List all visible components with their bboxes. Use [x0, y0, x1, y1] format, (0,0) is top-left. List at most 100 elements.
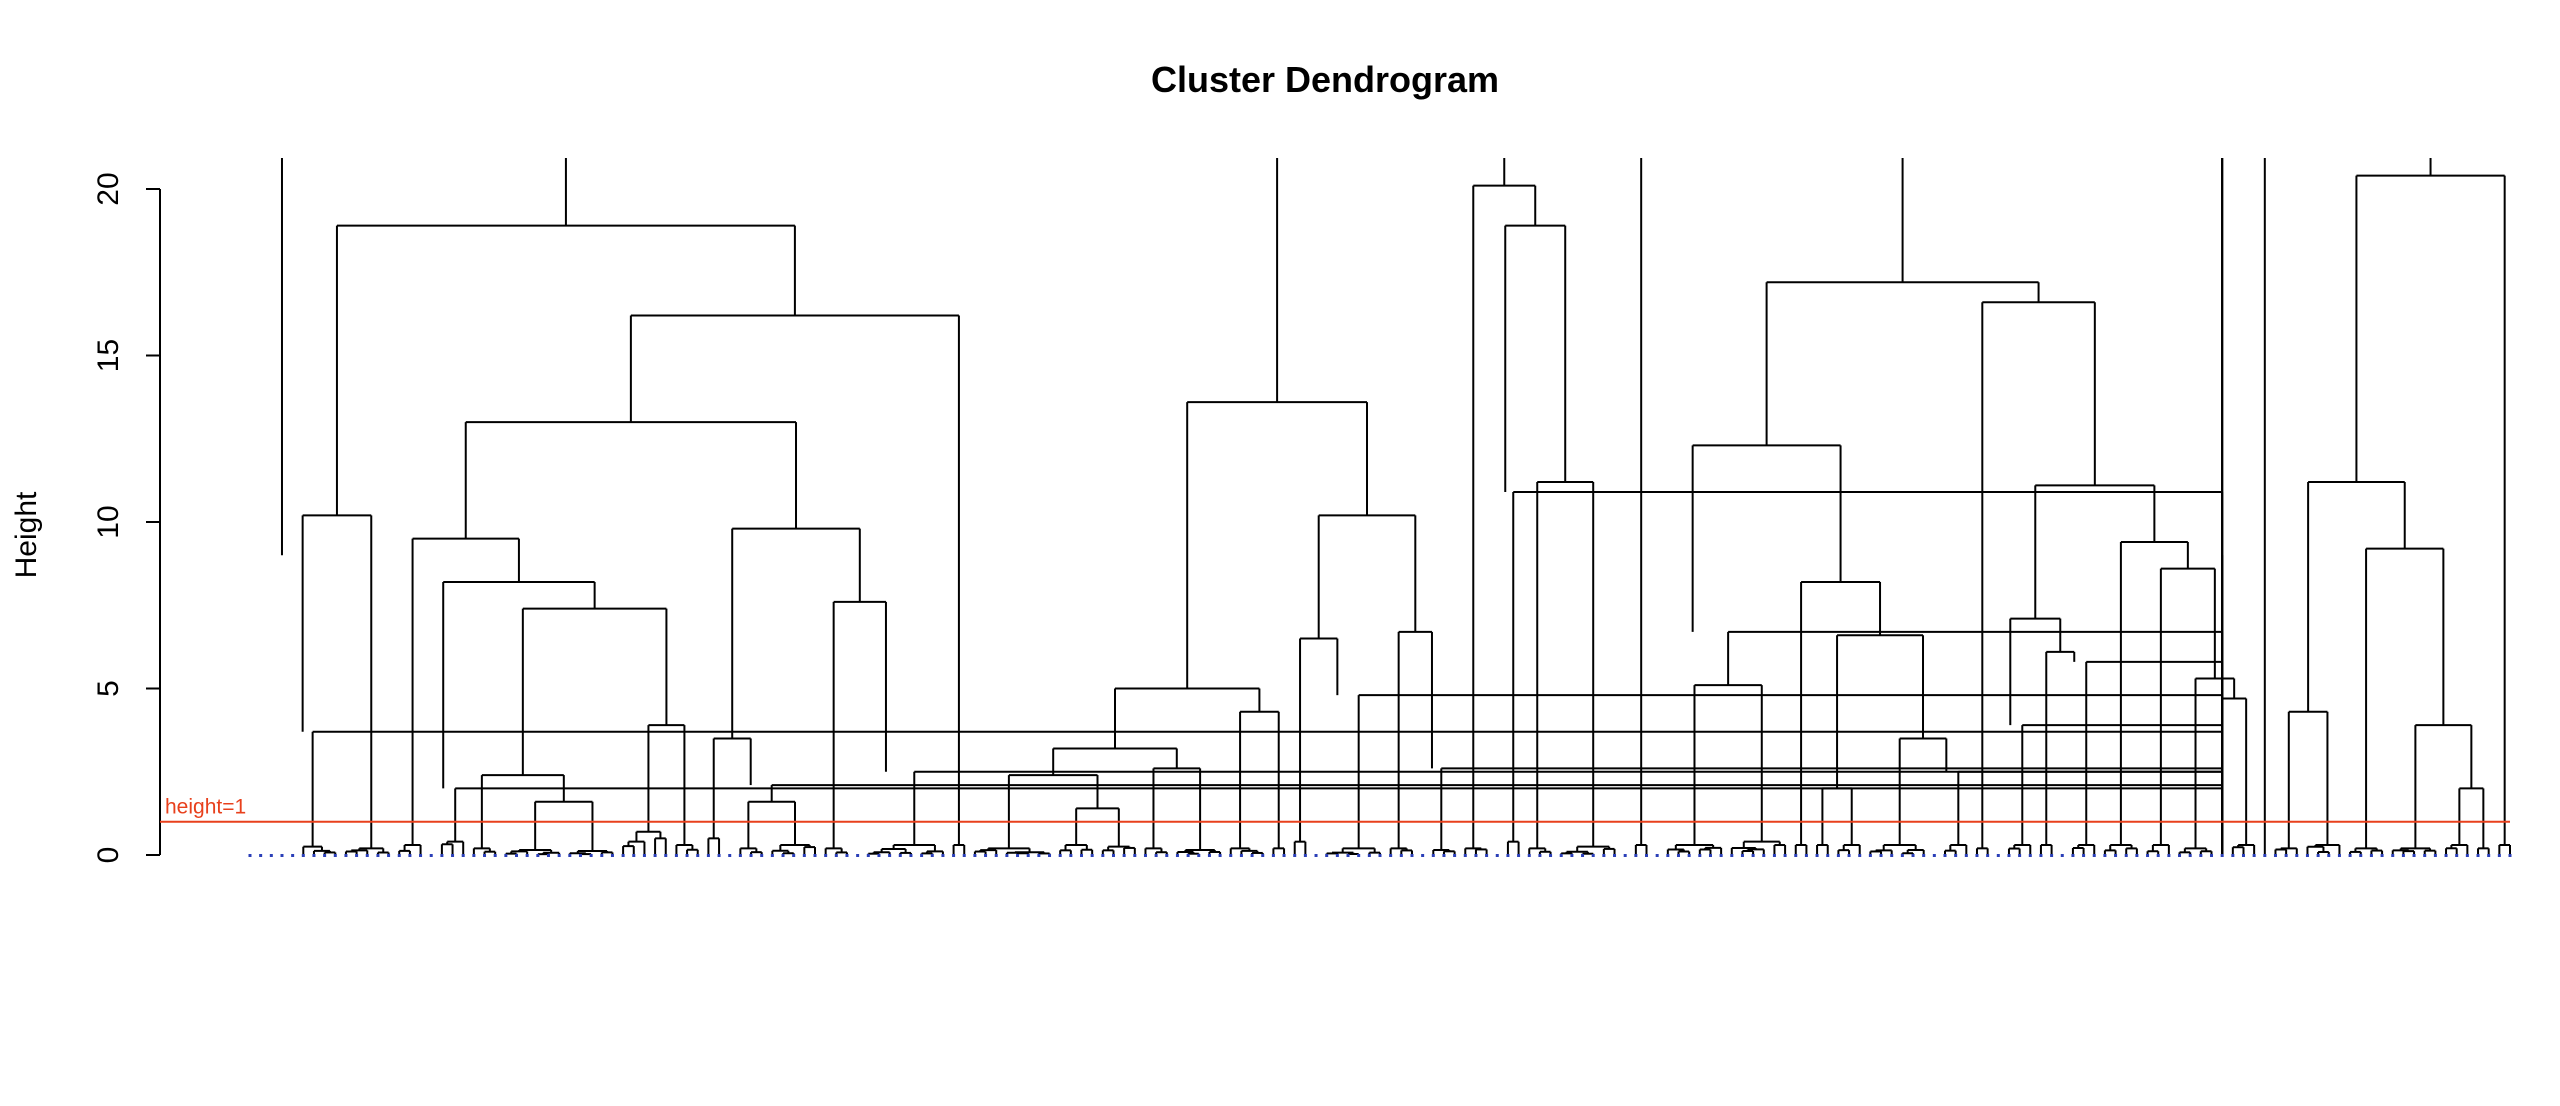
cut-line-label: height=1: [165, 796, 246, 819]
leaf-marker: [1634, 854, 1638, 857]
leaf-marker: [1133, 854, 1137, 857]
leaf-marker: [2444, 854, 2448, 857]
leaf-marker: [461, 854, 465, 857]
leaf-marker: [2231, 854, 2235, 857]
leaf-marker: [2135, 854, 2139, 857]
leaf-marker: [920, 854, 924, 857]
leaf-marker: [1858, 854, 1862, 857]
leaf-marker: [2007, 854, 2011, 857]
leaf-marker: [1218, 854, 1222, 857]
leaf-marker: [2412, 854, 2416, 857]
leaf-marker: [1314, 854, 1318, 857]
leaf-marker: [376, 854, 380, 857]
cut-line-group: height=1: [160, 796, 2510, 823]
leaf-marker: [888, 854, 892, 857]
leaf-marker: [1293, 854, 1297, 857]
leaf-marker: [1037, 854, 1041, 857]
leaf-marker: [1442, 854, 1446, 857]
leaf-marker: [1922, 854, 1926, 857]
leaf-marker: [546, 854, 550, 857]
leaf-marker: [2380, 854, 2384, 857]
leaf-marker: [1410, 854, 1414, 857]
leaf-marker: [1346, 854, 1350, 857]
leaf-marker: [1421, 854, 1425, 857]
leaf-marker: [1325, 854, 1329, 857]
leaf-marker: [451, 854, 455, 857]
leaf-marker: [1986, 854, 1990, 857]
leaf-marker: [2028, 854, 2032, 857]
leaf-marker: [994, 854, 998, 857]
leaf-marker: [2114, 854, 2118, 857]
leaf-marker: [1964, 854, 1968, 857]
leaf-marker: [333, 854, 337, 857]
leaf-marker: [1975, 854, 1979, 857]
leaf-marker: [1602, 854, 1606, 857]
leaf-marker: [429, 854, 433, 857]
leaf-marker: [1005, 854, 1009, 857]
leaf-marker: [760, 854, 764, 857]
leaf-marker: [1016, 854, 1020, 857]
leaf-marker: [909, 854, 913, 857]
leaf-marker: [1111, 854, 1115, 857]
leaf-marker: [365, 854, 369, 857]
leaf-marker: [685, 854, 689, 857]
leaf-marker: [1932, 854, 1936, 857]
y-tick-label: 0: [92, 847, 125, 864]
leaf-marker: [728, 854, 732, 857]
dendrogram-tree: [280, 158, 2511, 856]
leaf-marker: [610, 854, 614, 857]
leaf-marker: [408, 854, 412, 857]
leaf-marker: [632, 854, 636, 857]
leaf-marker: [1676, 854, 1680, 857]
leaf-marker: [1559, 854, 1563, 857]
leaf-marker: [1517, 854, 1521, 857]
y-tick-label: 20: [92, 172, 125, 205]
leaf-marker: [2252, 854, 2256, 857]
leaf-marker: [642, 854, 646, 857]
leaf-marker: [387, 854, 391, 857]
leaf-marker: [1271, 854, 1275, 857]
leaf-marker: [1730, 854, 1734, 857]
leaf-marker: [1655, 854, 1659, 857]
leaf-marker: [1090, 854, 1094, 857]
leaf-marker: [653, 854, 657, 857]
leaf-marker: [1261, 854, 1265, 857]
leaf-marker: [2348, 854, 2352, 857]
leaf-marker: [1250, 854, 1254, 857]
leaf-marker: [952, 854, 956, 857]
leaf-markers: [248, 854, 2512, 857]
leaf-marker: [1836, 854, 1840, 857]
leaf-marker: [1367, 854, 1371, 857]
leaf-marker: [941, 854, 945, 857]
leaf-marker: [2220, 854, 2224, 857]
leaf-marker: [1698, 854, 1702, 857]
leaf-marker: [866, 854, 870, 857]
leaf-marker: [1943, 854, 1947, 857]
leaf-marker: [781, 854, 785, 857]
leaf-marker: [2263, 854, 2267, 857]
leaf-marker: [1879, 854, 1883, 857]
leaf-marker: [674, 854, 678, 857]
leaf-marker: [1740, 854, 1744, 857]
leaf-marker: [1613, 854, 1617, 857]
leaf-marker: [2103, 854, 2107, 857]
leaf-marker: [2178, 854, 2182, 857]
leaf-marker: [2199, 854, 2203, 857]
leaf-marker: [1453, 854, 1457, 857]
leaf-marker: [2476, 854, 2480, 857]
leaf-marker: [525, 854, 529, 857]
leaf-marker: [2156, 854, 2160, 857]
leaf-marker: [557, 854, 561, 857]
leaf-marker: [419, 854, 423, 857]
leaf-marker: [2423, 854, 2427, 857]
leaf-marker: [984, 854, 988, 857]
leaf-marker: [301, 854, 305, 857]
leaf-marker: [2241, 854, 2245, 857]
leaf-marker: [621, 854, 625, 857]
leaf-marker: [355, 854, 359, 857]
leaf-marker: [2327, 854, 2331, 857]
leaf-marker: [2359, 854, 2363, 857]
leaf-marker: [706, 854, 710, 857]
leaf-marker: [792, 854, 796, 857]
leaf-marker: [1847, 854, 1851, 857]
